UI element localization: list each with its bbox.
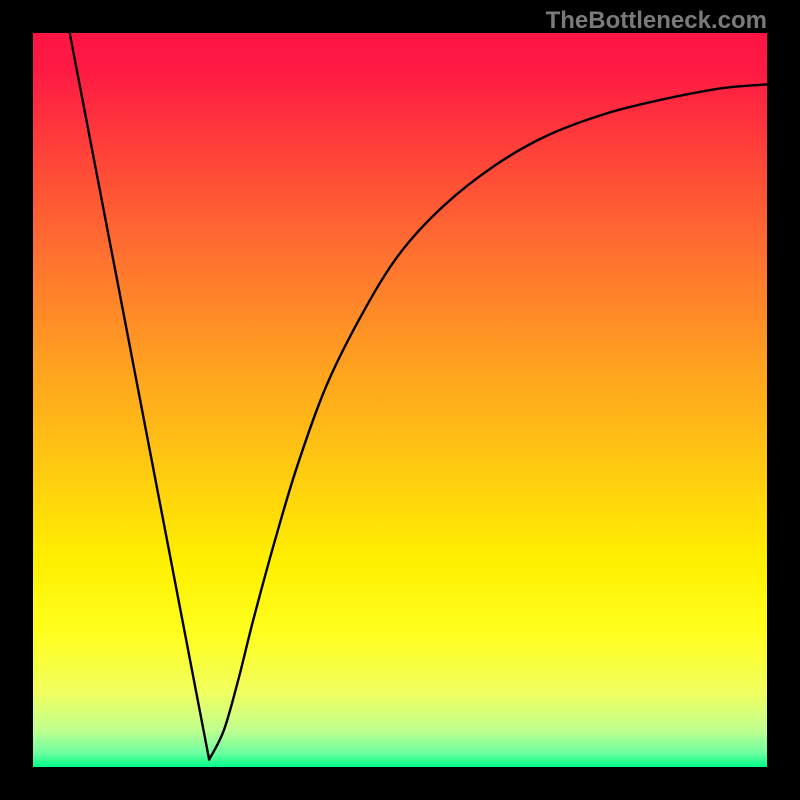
- chart-stage: TheBottleneck.com: [0, 0, 800, 800]
- watermark-text: TheBottleneck.com: [546, 7, 767, 35]
- plot-svg: [33, 33, 767, 767]
- plot-background: [33, 33, 767, 767]
